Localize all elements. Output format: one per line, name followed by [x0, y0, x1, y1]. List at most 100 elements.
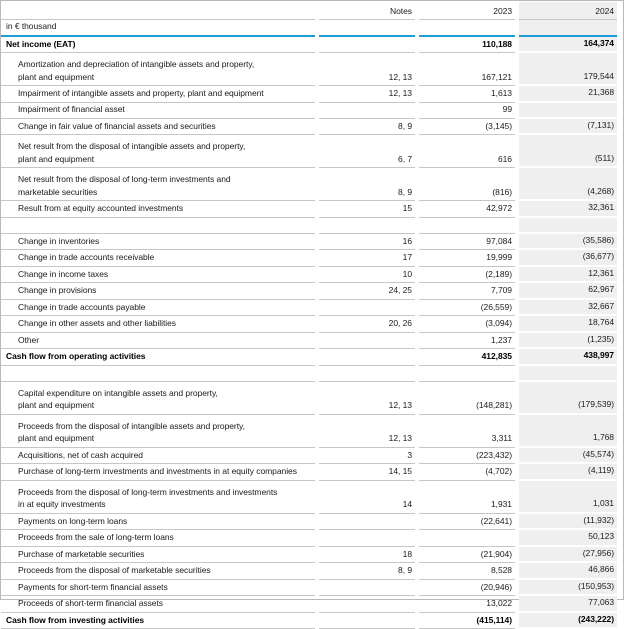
table-row: Result from at equity accounted investme… — [1, 201, 619, 218]
value-2024-cell: 32,361 — [519, 201, 617, 218]
table-row: Change in other assets and other liabili… — [1, 316, 619, 333]
row-label — [1, 366, 315, 382]
value-2024-cell — [519, 218, 617, 234]
value-2023-cell: (22,641) — [419, 514, 515, 531]
unit-row-notes-cell — [319, 20, 415, 37]
value-2023-cell — [419, 366, 515, 382]
value-2024-cell: (179,539) — [519, 382, 617, 415]
notes-cell — [319, 349, 415, 366]
row-label: Change in trade accounts receivable — [1, 250, 315, 267]
unit-row-2024-cell — [519, 20, 617, 37]
value-2023-cell: (816) — [419, 168, 515, 201]
value-2024-cell: 50,123 — [519, 530, 617, 547]
value-2023-cell: 616 — [419, 135, 515, 168]
value-2023-cell: (148,281) — [419, 382, 515, 415]
notes-cell: 18 — [319, 547, 415, 564]
value-2024-cell: 164,374 — [519, 37, 617, 54]
notes-cell: 12, 13 — [319, 86, 415, 103]
table-row: Net result from the disposal of intangib… — [1, 135, 619, 168]
value-2024-cell: 21,368 — [519, 86, 617, 103]
value-2023-cell: 13,022 — [419, 596, 515, 613]
table-row: Proceeds from the disposal of long-term … — [1, 481, 619, 514]
row-label: Proceeds from the disposal of marketable… — [1, 563, 315, 580]
row-label: Change in fair value of financial assets… — [1, 119, 315, 136]
row-label: Cash flow from operating activities — [1, 349, 315, 366]
notes-cell: 8, 9 — [319, 563, 415, 580]
value-2024-cell: 179,544 — [519, 53, 617, 86]
row-label: Cash flow from investing activities — [1, 613, 315, 629]
value-2024-cell: (35,586) — [519, 234, 617, 251]
notes-cell — [319, 300, 415, 317]
row-label: Payments on long-term loans — [1, 514, 315, 531]
value-2024-cell: (4,268) — [519, 168, 617, 201]
value-2024-cell: (11,932) — [519, 514, 617, 531]
table-row: Proceeds of short-term financial assets 1… — [1, 596, 619, 613]
notes-cell: 12, 13 — [319, 415, 415, 448]
notes-cell — [319, 514, 415, 531]
value-2023-cell: 1,613 — [419, 86, 515, 103]
table-row: Purchase of long-term investments and in… — [1, 464, 619, 481]
unit-row-2023-cell — [419, 20, 515, 37]
row-label: Change in provisions — [1, 283, 315, 300]
row-label: Proceeds of short-term financial assets — [1, 596, 315, 613]
row-label: Change in other assets and other liabili… — [1, 316, 315, 333]
value-2024-cell — [519, 103, 617, 119]
table-row: Impairment of intangible assets and prop… — [1, 86, 619, 103]
notes-cell: 10 — [319, 267, 415, 284]
row-label — [1, 218, 315, 234]
notes-cell — [319, 613, 415, 629]
value-2024-cell: (511) — [519, 135, 617, 168]
notes-cell: 12, 13 — [319, 53, 415, 86]
notes-cell — [319, 366, 415, 382]
value-2023-cell — [419, 218, 515, 234]
value-2024-cell: (45,574) — [519, 448, 617, 465]
row-label: Change in inventories — [1, 234, 315, 251]
value-2023-cell: (26,559) — [419, 300, 515, 317]
table-row: Payments on long-term loans (22,641)(11,9… — [1, 514, 619, 531]
table-row: Proceeds from the sale of long-term loan… — [1, 530, 619, 547]
row-label: Net result from the disposal of intangib… — [1, 135, 315, 168]
value-2024-cell — [519, 366, 617, 382]
value-2023-cell: 1,237 — [419, 333, 515, 350]
row-label: Proceeds from the disposal of intangible… — [1, 415, 315, 448]
unit-label: in € thousand — [1, 20, 315, 37]
header-empty-cell — [1, 2, 315, 20]
notes-cell — [319, 530, 415, 547]
table-row: Change in fair value of financial assets… — [1, 119, 619, 136]
value-2024-cell: (243,222) — [519, 613, 617, 629]
notes-cell — [319, 103, 415, 119]
table-row: Payments for short-term financial assets… — [1, 580, 619, 597]
row-label: Acquisitions, net of cash acquired — [1, 448, 315, 465]
row-label: Purchase of long-term investments and in… — [1, 464, 315, 481]
notes-cell — [319, 580, 415, 597]
value-2023-cell: (3,145) — [419, 119, 515, 136]
row-label: Result from at equity accounted investme… — [1, 201, 315, 218]
value-2023-cell: (223,432) — [419, 448, 515, 465]
value-2024-cell: 12,361 — [519, 267, 617, 284]
row-label: Payments for short-term financial assets — [1, 580, 315, 597]
value-2024-cell: (4,119) — [519, 464, 617, 481]
table-row: Proceeds from the disposal of intangible… — [1, 415, 619, 448]
notes-cell — [319, 596, 415, 613]
notes-cell: 16 — [319, 234, 415, 251]
value-2023-cell: 19,999 — [419, 250, 515, 267]
row-label: Purchase of marketable securities — [1, 547, 315, 564]
value-2024-cell: (7,131) — [519, 119, 617, 136]
value-2024-cell: 32,667 — [519, 300, 617, 317]
value-2024-cell: (36,677) — [519, 250, 617, 267]
table-row: Amortization and depreciation of intangi… — [1, 53, 619, 86]
notes-cell — [319, 218, 415, 234]
column-header-2024: 2024 — [519, 2, 617, 20]
row-label: Other — [1, 333, 315, 350]
value-2023-cell: 167,121 — [419, 53, 515, 86]
value-2023-cell: 97,084 — [419, 234, 515, 251]
notes-cell: 12, 13 — [319, 382, 415, 415]
value-2024-cell: 18,764 — [519, 316, 617, 333]
row-label: Capital expenditure on intangible assets… — [1, 382, 315, 415]
